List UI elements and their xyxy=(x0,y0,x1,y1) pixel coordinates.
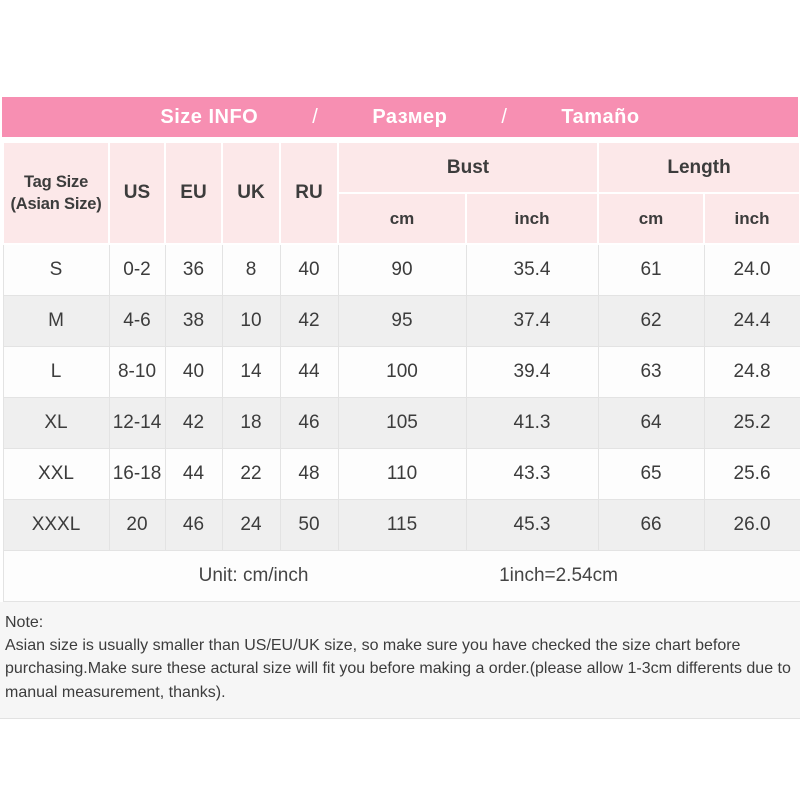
size-cell: 44 xyxy=(164,448,223,500)
size-cell: 65 xyxy=(597,448,705,500)
size-cell: 42 xyxy=(279,295,339,347)
size-cell: 50 xyxy=(279,499,339,551)
row-label: XXXL xyxy=(2,499,110,551)
size-cell: 45.3 xyxy=(465,499,599,551)
size-cell: 115 xyxy=(337,499,467,551)
size-cell: 66 xyxy=(597,499,705,551)
size-cell: 25.6 xyxy=(703,448,800,500)
size-cell: 16-18 xyxy=(108,448,166,500)
size-cell: 38 xyxy=(164,295,223,347)
table-row-l: L 8-10 40 14 44 100 39.4 63 24.8 xyxy=(2,346,800,398)
size-cell: 24.8 xyxy=(703,346,800,398)
size-cell: 10 xyxy=(221,295,281,347)
row-label: S xyxy=(2,243,110,296)
unit-label: Unit: cm/inch xyxy=(198,565,309,586)
size-cell: 24.4 xyxy=(703,295,800,347)
row-label: XL xyxy=(2,397,110,449)
size-cell: 40 xyxy=(164,346,223,398)
size-cell: 35.4 xyxy=(465,243,599,296)
col-header-length: Length xyxy=(597,141,800,194)
row-label: L xyxy=(2,346,110,398)
title-separator-1: / xyxy=(312,105,319,128)
size-cell: 12-14 xyxy=(108,397,166,449)
table-row-xl: XL 12-14 42 18 46 105 41.3 64 25.2 xyxy=(2,397,800,449)
col-header-bust-inch: inch xyxy=(464,192,600,245)
note-body: Asian size is usually smaller than US/EU… xyxy=(5,637,791,701)
header-row-groups: Tag Size (Asian Size) US EU UK RU Bust L… xyxy=(2,141,800,245)
unit-row: Unit: cm/inch 1inch=2.54cm xyxy=(2,550,800,602)
size-cell: 8 xyxy=(221,243,281,296)
table-row-m: M 4-6 38 10 42 95 37.4 62 24.4 xyxy=(2,295,800,347)
size-cell: 0-2 xyxy=(108,243,166,296)
size-cell: 44 xyxy=(279,346,339,398)
size-cell: 37.4 xyxy=(465,295,599,347)
size-cell: 90 xyxy=(337,243,467,296)
title-separator-2: / xyxy=(501,105,508,128)
title-tamano: Tamaño xyxy=(561,105,640,128)
size-cell: 26.0 xyxy=(703,499,800,551)
size-cell: 39.4 xyxy=(465,346,599,398)
size-cell: 18 xyxy=(221,397,281,449)
size-cell: 42 xyxy=(164,397,223,449)
size-cell: 46 xyxy=(164,499,223,551)
size-cell: 40 xyxy=(279,243,339,296)
row-label: XXL xyxy=(2,448,110,500)
col-header-length-inch: inch xyxy=(703,192,800,245)
size-cell: 48 xyxy=(279,448,339,500)
title-size-info: Size INFO xyxy=(160,105,259,128)
title-bar: Size INFO / Размер / Tamaño xyxy=(2,97,798,137)
size-table: Tag Size (Asian Size) US EU UK RU Bust L… xyxy=(2,141,800,602)
size-cell: 100 xyxy=(337,346,467,398)
tag-size-line2: (Asian Size) xyxy=(10,195,102,213)
size-cell: 105 xyxy=(337,397,467,449)
note-label: Note: xyxy=(5,614,44,631)
col-header-bust: Bust xyxy=(336,141,600,194)
header-row-units: cm inch cm inch xyxy=(3,192,800,245)
size-cell: 25.2 xyxy=(703,397,800,449)
size-cell: 43.3 xyxy=(465,448,599,500)
col-header-ru: RU xyxy=(279,141,339,245)
size-cell: 24 xyxy=(221,499,281,551)
size-cell: 20 xyxy=(108,499,166,551)
note-section: Note: Asian size is usually smaller than… xyxy=(0,602,800,719)
size-cell: 41.3 xyxy=(465,397,599,449)
col-header-tag-size: Tag Size (Asian Size) xyxy=(2,141,110,245)
size-cell: 14 xyxy=(221,346,281,398)
size-cell: 22 xyxy=(221,448,281,500)
title-razmer: Размер xyxy=(372,105,448,128)
col-header-bust-cm: cm xyxy=(337,192,467,245)
size-cell: 36 xyxy=(164,243,223,296)
size-cell: 61 xyxy=(597,243,705,296)
table-row-xxl: XXL 16-18 44 22 48 110 43.3 65 25.6 xyxy=(2,448,800,500)
size-cell: 4-6 xyxy=(108,295,166,347)
col-header-length-cm: cm xyxy=(597,192,706,245)
table-row-s: S 0-2 36 8 40 90 35.4 61 24.0 xyxy=(2,243,800,296)
size-cell: 110 xyxy=(337,448,467,500)
conversion-label: 1inch=2.54cm xyxy=(499,565,618,586)
size-cell: 8-10 xyxy=(108,346,166,398)
size-cell: 64 xyxy=(597,397,705,449)
tag-size-line1: Tag Size xyxy=(23,172,89,191)
row-label: M xyxy=(2,295,110,347)
col-header-uk: UK xyxy=(221,141,281,245)
size-cell: 46 xyxy=(279,397,339,449)
size-cell: 24.0 xyxy=(703,243,800,296)
size-cell: 95 xyxy=(337,295,467,347)
table-row-xxxl: XXXL 20 46 24 50 115 45.3 66 26.0 xyxy=(2,499,800,551)
size-cell: 62 xyxy=(597,295,705,347)
size-cell: 63 xyxy=(597,346,705,398)
col-header-us: US xyxy=(108,141,166,245)
col-header-eu: EU xyxy=(164,141,223,245)
